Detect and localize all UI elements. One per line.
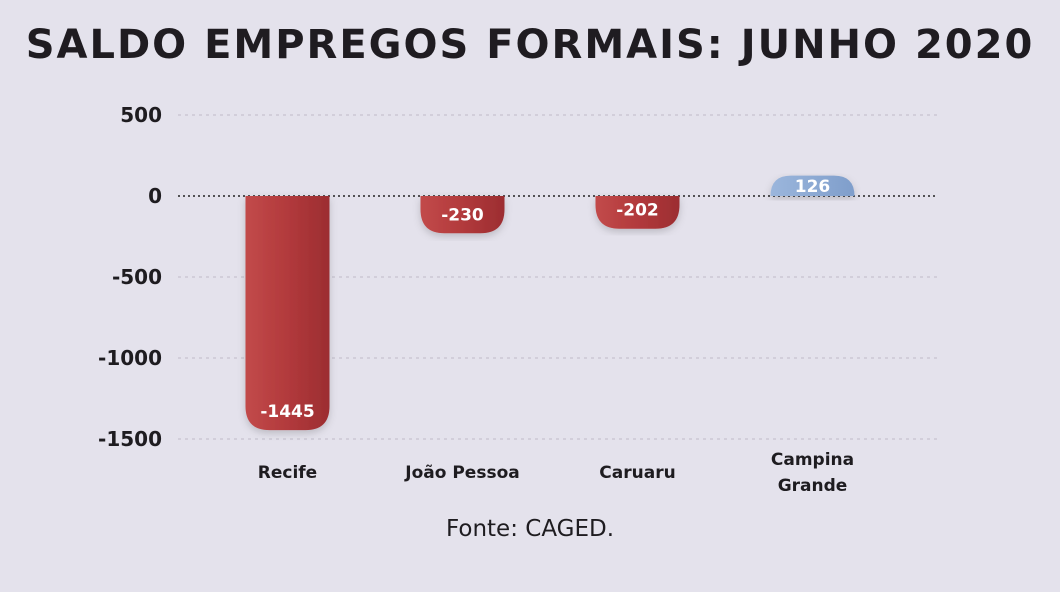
data-label: -230 — [441, 205, 484, 225]
y-tick-label: -500 — [112, 265, 162, 289]
bar-chart: 500 0 -500 -1000 -1500 -1445 Recife -230 João Pe… — [98, 103, 938, 496]
bar — [245, 196, 330, 431]
chart-title: SALDO EMPREGOS FORMAIS: JUNHO 2020 — [25, 22, 1035, 68]
x-tick-label: João Pessoa — [404, 463, 519, 483]
y-tick-label: 0 — [148, 184, 162, 208]
data-label: 126 — [795, 177, 831, 197]
x-tick-label: Caruaru — [599, 463, 675, 483]
x-tick-label: Grande — [778, 476, 848, 496]
x-tick-label: Campina — [771, 450, 854, 470]
x-tick-label: Recife — [258, 463, 317, 483]
data-label: -202 — [616, 201, 659, 221]
y-tick-label: -1500 — [98, 427, 162, 451]
bar — [770, 175, 855, 196]
data-label: -1445 — [260, 402, 314, 422]
source-note: Fonte: CAGED. — [445, 516, 615, 542]
y-tick-label: 500 — [120, 103, 162, 127]
bar — [595, 196, 680, 229]
bar — [420, 196, 505, 234]
y-tick-label: -1000 — [98, 346, 162, 370]
